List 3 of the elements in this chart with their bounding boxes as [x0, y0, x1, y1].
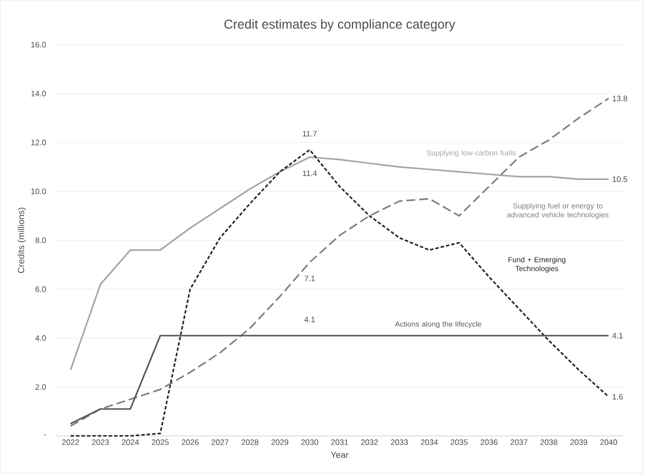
x-axis-title: Year [330, 452, 348, 458]
y-axis-title: Credits (millions) [18, 208, 26, 274]
chart-title: Credit estimates by compliance category [224, 19, 456, 32]
